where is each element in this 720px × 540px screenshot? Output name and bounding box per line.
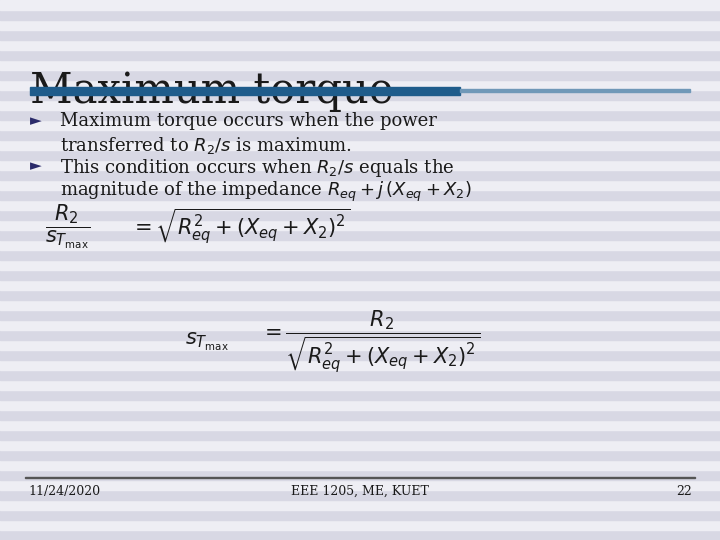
Bar bbox=[0, 180, 720, 190]
Bar bbox=[0, 300, 720, 310]
Text: This condition occurs when $R_2/s$ equals the: This condition occurs when $R_2/s$ equal… bbox=[60, 157, 454, 179]
Text: 22: 22 bbox=[676, 485, 692, 498]
Bar bbox=[0, 160, 720, 170]
Bar bbox=[0, 420, 720, 430]
Bar bbox=[0, 60, 720, 70]
Text: $s_{T_{\mathrm{max}}}$: $s_{T_{\mathrm{max}}}$ bbox=[185, 331, 229, 353]
Bar bbox=[0, 330, 720, 340]
Bar bbox=[0, 100, 720, 110]
Bar bbox=[0, 500, 720, 510]
Text: EEE 1205, ME, KUET: EEE 1205, ME, KUET bbox=[291, 485, 429, 498]
Bar bbox=[0, 170, 720, 180]
Bar bbox=[0, 10, 720, 20]
Bar bbox=[0, 30, 720, 40]
Bar bbox=[0, 260, 720, 270]
Text: $= \sqrt{R_{eq}^2 + (X_{eq} + X_2)^2}$: $= \sqrt{R_{eq}^2 + (X_{eq} + X_2)^2}$ bbox=[130, 207, 351, 247]
Bar bbox=[0, 520, 720, 530]
Bar bbox=[0, 210, 720, 220]
Bar bbox=[0, 20, 720, 30]
Bar bbox=[0, 350, 720, 360]
Bar bbox=[0, 50, 720, 60]
Bar bbox=[0, 490, 720, 500]
Text: $= \dfrac{R_2}{\sqrt{R_{eq}^2 + (X_{eq} + X_2)^2}}$: $= \dfrac{R_2}{\sqrt{R_{eq}^2 + (X_{eq} … bbox=[260, 309, 480, 375]
Bar bbox=[25, 477, 695, 478]
Bar bbox=[0, 240, 720, 250]
Text: Maximum torque occurs when the power: Maximum torque occurs when the power bbox=[60, 112, 437, 130]
Bar bbox=[0, 120, 720, 130]
Text: ►: ► bbox=[30, 158, 42, 173]
Bar bbox=[0, 400, 720, 410]
Text: magnitude of the impedance $R_{eq} + j\,(X_{eq} + X_2)$: magnitude of the impedance $R_{eq} + j\,… bbox=[60, 180, 472, 204]
Bar bbox=[0, 410, 720, 420]
Bar bbox=[0, 140, 720, 150]
Bar bbox=[0, 90, 720, 100]
Bar bbox=[0, 530, 720, 540]
Bar bbox=[0, 110, 720, 120]
Bar bbox=[0, 390, 720, 400]
Bar bbox=[0, 0, 720, 10]
Bar bbox=[0, 360, 720, 370]
Text: ►: ► bbox=[30, 113, 42, 128]
Text: Maximum torque: Maximum torque bbox=[30, 70, 393, 112]
Bar bbox=[0, 430, 720, 440]
Bar bbox=[0, 220, 720, 230]
Bar bbox=[0, 440, 720, 450]
Bar bbox=[0, 200, 720, 210]
Bar bbox=[0, 150, 720, 160]
Bar bbox=[0, 290, 720, 300]
Bar bbox=[0, 270, 720, 280]
Text: 11/24/2020: 11/24/2020 bbox=[28, 485, 100, 498]
Bar bbox=[30, 87, 460, 95]
Bar bbox=[0, 130, 720, 140]
Text: $\dfrac{R_2}{s_{T_{\mathrm{max}}}}$: $\dfrac{R_2}{s_{T_{\mathrm{max}}}}$ bbox=[45, 203, 90, 251]
Bar bbox=[0, 470, 720, 480]
Bar bbox=[0, 380, 720, 390]
Bar bbox=[0, 190, 720, 200]
Bar bbox=[0, 510, 720, 520]
Bar bbox=[0, 80, 720, 90]
Bar bbox=[0, 460, 720, 470]
Bar bbox=[0, 40, 720, 50]
Text: transferred to $R_2/s$ is maximum.: transferred to $R_2/s$ is maximum. bbox=[60, 135, 352, 156]
Bar bbox=[0, 230, 720, 240]
Bar bbox=[460, 89, 690, 92]
Bar bbox=[0, 450, 720, 460]
Bar bbox=[0, 280, 720, 290]
Bar bbox=[0, 340, 720, 350]
Bar bbox=[0, 70, 720, 80]
Bar bbox=[0, 310, 720, 320]
Bar bbox=[0, 370, 720, 380]
Bar bbox=[0, 480, 720, 490]
Bar bbox=[0, 250, 720, 260]
Bar bbox=[0, 320, 720, 330]
